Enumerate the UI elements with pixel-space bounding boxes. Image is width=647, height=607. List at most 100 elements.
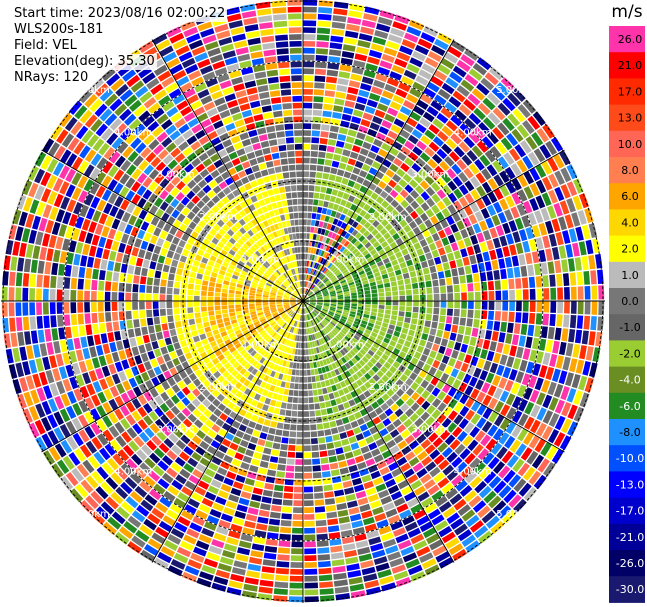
velocity-bin (318, 567, 332, 575)
velocity-bin (370, 470, 381, 480)
velocity-bin (401, 445, 412, 456)
velocity-bin (53, 193, 64, 208)
velocity-bin (370, 346, 378, 353)
velocity-bin (342, 311, 349, 316)
velocity-bin (374, 109, 386, 119)
velocity-bin (402, 272, 410, 279)
velocity-bin (297, 404, 303, 411)
velocity-bin (232, 361, 240, 369)
velocity-bin (338, 162, 347, 170)
velocity-bin (56, 289, 63, 301)
velocity-bin (150, 235, 158, 245)
velocity-bin (436, 413, 447, 424)
velocity-bin (310, 302, 316, 305)
velocity-bin (253, 333, 260, 340)
velocity-bin (126, 274, 133, 283)
velocity-bin (506, 356, 515, 368)
velocity-bin (362, 429, 372, 438)
velocity-bin (266, 242, 272, 249)
velocity-bin (234, 204, 243, 212)
velocity-bin (484, 150, 496, 163)
velocity-bin (91, 436, 103, 450)
velocity-bin (356, 312, 363, 317)
velocity-bin (269, 399, 277, 407)
velocity-bin (176, 180, 186, 191)
velocity-bin (225, 211, 234, 219)
velocity-bin (400, 393, 410, 402)
velocity-bin (400, 162, 410, 173)
velocity-bin (148, 102, 161, 114)
velocity-bin (46, 248, 54, 262)
velocity-bin (344, 142, 353, 151)
velocity-bin (317, 13, 332, 21)
velocity-bin (323, 292, 329, 296)
velocity-bin (167, 377, 176, 387)
velocity-bin (271, 449, 280, 457)
velocity-bin (289, 319, 294, 325)
velocity-bin (283, 304, 290, 308)
velocity-bin (276, 269, 281, 276)
velocity-bin (418, 169, 428, 179)
velocity-bin (405, 205, 414, 214)
velocity-bin (404, 184, 414, 194)
velocity-bin (458, 325, 465, 335)
velocity-bin (382, 472, 393, 482)
velocity-bin (77, 302, 84, 313)
velocity-bin (177, 380, 186, 390)
velocity-bin (263, 552, 277, 560)
velocity-bin (426, 307, 433, 314)
velocity-bin (54, 443, 67, 458)
velocity-bin (140, 240, 149, 250)
velocity-bin (450, 242, 459, 252)
velocity-bin (249, 292, 255, 296)
velocity-bin (565, 244, 574, 258)
velocity-bin (118, 371, 127, 382)
velocity-bin (335, 286, 342, 291)
velocity-bin (251, 227, 258, 234)
velocity-bin (306, 356, 310, 362)
velocity-bin (304, 527, 316, 534)
velocity-bin (115, 435, 127, 448)
velocity-bin (240, 359, 248, 367)
velocity-bin (473, 107, 486, 121)
velocity-bin (474, 480, 487, 494)
velocity-bin (393, 157, 403, 167)
velocity-bin (227, 229, 235, 237)
velocity-bin (370, 543, 384, 552)
velocity-bin (382, 257, 390, 265)
velocity-bin (322, 359, 328, 366)
velocity-bin (364, 381, 372, 389)
velocity-bin (344, 293, 350, 297)
velocity-bin (385, 296, 392, 301)
velocity-bin (111, 282, 119, 292)
velocity-bin (84, 94, 98, 108)
velocity-bin (191, 195, 201, 205)
velocity-bin (377, 379, 385, 387)
velocity-bin (277, 394, 283, 401)
velocity-bin (375, 196, 384, 205)
velocity-bin (154, 418, 165, 430)
velocity-bin (303, 27, 316, 34)
velocity-bin (228, 264, 236, 271)
velocity-bin (46, 342, 55, 356)
velocity-bin (542, 313, 549, 326)
velocity-bin (378, 305, 385, 310)
velocity-bin (187, 211, 196, 220)
velocity-bin (75, 374, 85, 387)
velocity-bin (119, 526, 134, 540)
velocity-bin (355, 387, 363, 396)
velocity-bin (344, 303, 351, 306)
velocity-bin (385, 40, 400, 51)
velocity-bin (279, 359, 284, 366)
velocity-bin (396, 503, 409, 513)
velocity-bin (291, 319, 295, 326)
velocity-bin (215, 450, 225, 460)
velocity-bin (464, 326, 472, 336)
velocity-bin (444, 244, 453, 254)
velocity-bin (266, 259, 273, 265)
velocity-bin (306, 314, 310, 321)
velocity-bin (101, 67, 116, 82)
velocity-bin (352, 448, 362, 457)
velocity-bin (359, 226, 367, 234)
velocity-bin (565, 343, 574, 357)
